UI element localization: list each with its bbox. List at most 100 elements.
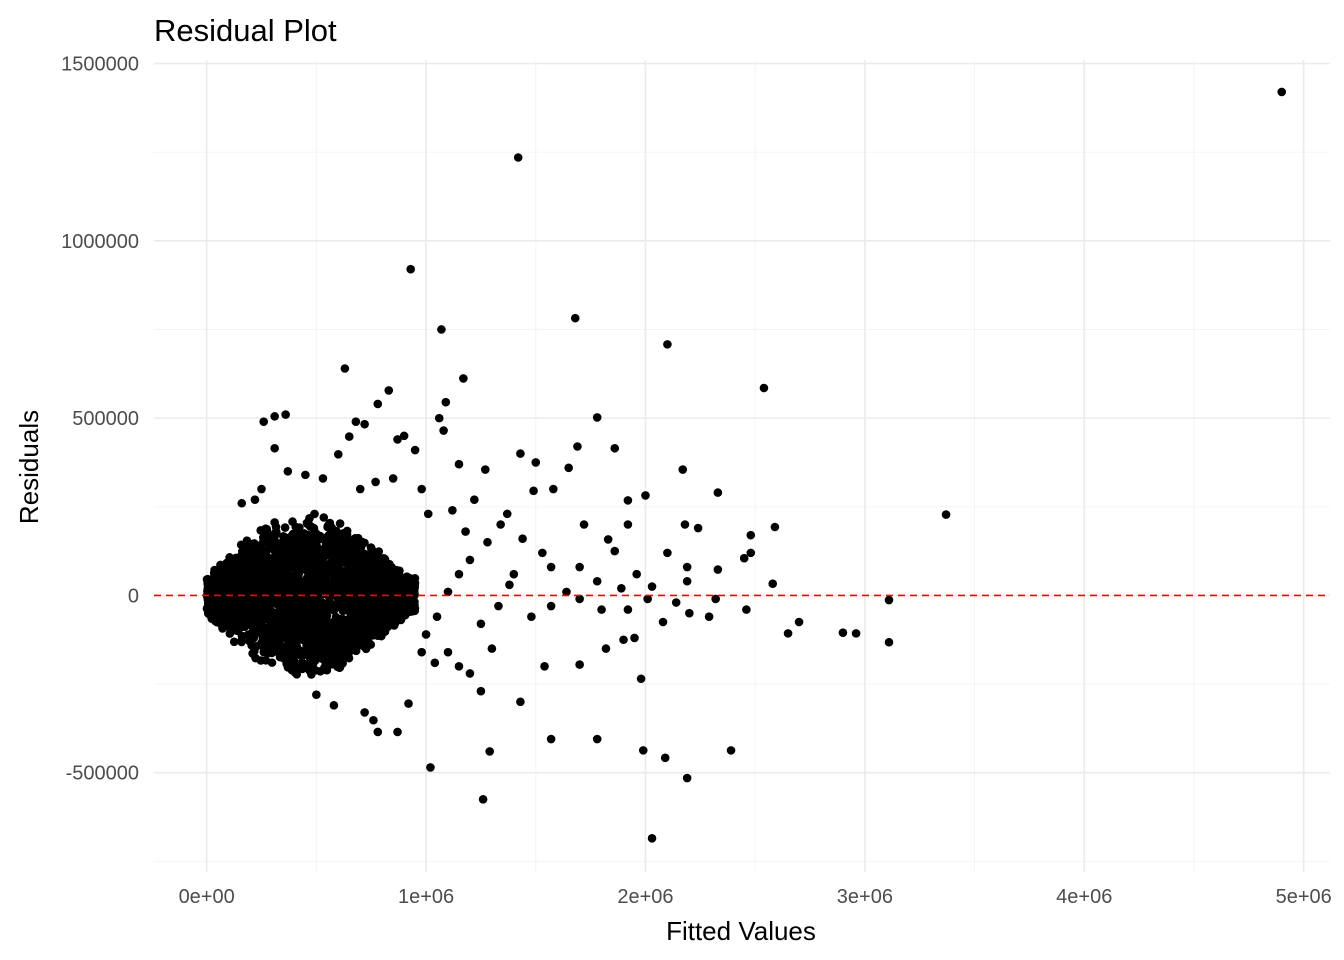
cloud-point [356, 602, 366, 611]
data-point [448, 506, 457, 515]
data-point [647, 834, 657, 843]
cloud-point [243, 630, 253, 640]
cloud-point [374, 547, 384, 556]
dense-point-cloud [202, 509, 420, 679]
cloud-point [288, 653, 298, 663]
cloud-point [389, 572, 399, 581]
data-point [570, 313, 580, 323]
data-point [257, 484, 266, 494]
data-point [619, 635, 628, 645]
cloud-point [284, 553, 294, 563]
x-axis-title: Fitted Values [666, 916, 816, 946]
data-point [617, 584, 626, 593]
data-point [564, 463, 573, 473]
cloud-point [400, 582, 410, 592]
cloud-point [326, 525, 336, 535]
data-point [638, 746, 648, 755]
data-point [623, 496, 633, 505]
data-point [487, 644, 497, 653]
cloud-point [280, 523, 290, 532]
cloud-point [245, 542, 255, 551]
data-point [636, 674, 646, 684]
cloud-point [285, 540, 294, 550]
cloud-point [410, 578, 420, 588]
data-point [312, 690, 321, 700]
cloud-point [349, 622, 358, 631]
cloud-point [205, 607, 215, 616]
cloud-point [240, 621, 250, 630]
cloud-point [259, 641, 269, 651]
cloud-point [312, 624, 322, 634]
data-point [678, 465, 688, 474]
data-point [682, 576, 692, 586]
cloud-point [363, 555, 373, 564]
data-point [663, 548, 672, 558]
data-point [680, 520, 690, 529]
cloud-point [342, 526, 352, 536]
cloud-point [217, 607, 227, 616]
cloud-point [363, 615, 373, 625]
cloud-point [312, 652, 322, 662]
data-point [713, 565, 723, 574]
data-point [434, 413, 444, 423]
data-point [430, 658, 440, 668]
cloud-point [366, 543, 376, 552]
cloud-point [365, 603, 374, 612]
data-point [410, 445, 420, 455]
cloud-point [322, 643, 331, 652]
data-point [711, 594, 720, 604]
cloud-point [236, 572, 246, 582]
cloud-point [341, 585, 351, 594]
cloud-point [335, 519, 345, 528]
cloud-point [290, 668, 300, 677]
data-point [281, 410, 290, 419]
cloud-point [305, 521, 315, 531]
data-point [516, 449, 525, 458]
data-point [726, 746, 736, 755]
data-point [454, 459, 464, 469]
data-point [393, 435, 402, 444]
cloud-point [319, 533, 329, 543]
data-point [527, 612, 536, 621]
cloud-point [288, 517, 297, 526]
cloud-point [402, 596, 411, 606]
cloud-point [372, 601, 382, 610]
cloud-point [267, 658, 277, 667]
data-point [461, 527, 470, 536]
cloud-point [296, 590, 305, 599]
cloud-point [316, 556, 326, 566]
cloud-point [243, 584, 252, 593]
cloud-point [344, 600, 354, 610]
cloud-point [385, 614, 395, 623]
cloud-point [283, 662, 293, 672]
cloud-point [305, 645, 314, 655]
data-point [421, 630, 431, 639]
cloud-point [376, 558, 385, 568]
data-point [502, 509, 512, 519]
y-tick-label: -500000 [66, 763, 139, 785]
data-point [546, 734, 556, 744]
cloud-point [266, 595, 276, 605]
data-point [283, 467, 293, 476]
cloud-point [302, 613, 311, 623]
cloud-point [275, 568, 285, 578]
data-point [623, 605, 633, 614]
cloud-point [326, 558, 336, 567]
data-point [509, 569, 519, 579]
data-point [443, 647, 453, 657]
data-point [518, 534, 527, 543]
cloud-point [318, 564, 327, 573]
cloud-point [217, 567, 226, 576]
data-point [746, 530, 756, 540]
data-point [660, 753, 670, 763]
cloud-point [342, 627, 351, 637]
data-point [371, 477, 380, 487]
data-point [601, 644, 611, 653]
cloud-point [319, 513, 329, 522]
data-point [610, 546, 620, 556]
data-point [399, 431, 409, 441]
data-point [592, 576, 602, 586]
cloud-point [271, 527, 281, 536]
cloud-point [240, 594, 250, 604]
data-point [237, 498, 247, 508]
